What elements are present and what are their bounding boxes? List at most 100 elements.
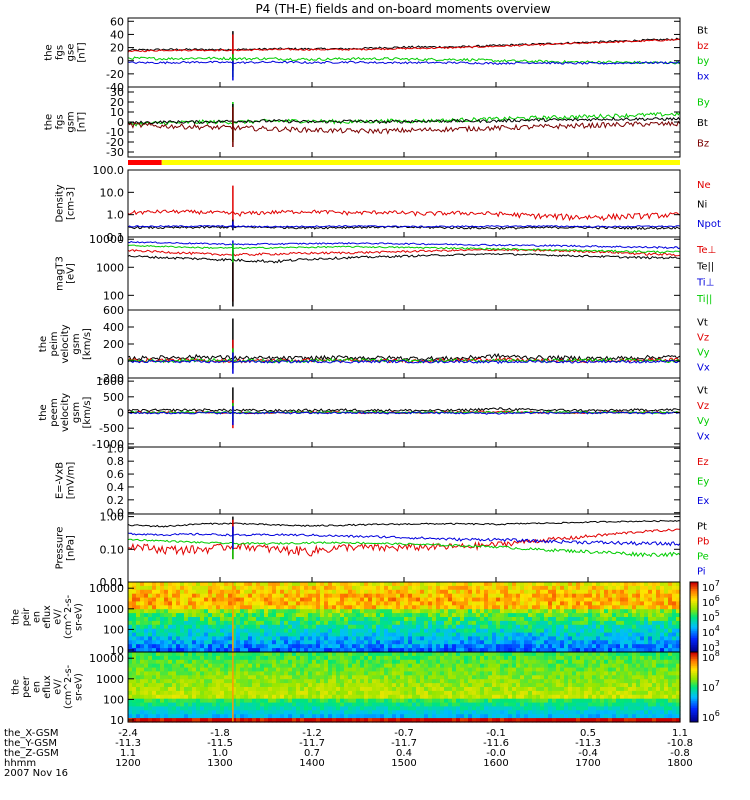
- spectrogram-cell: [324, 624, 329, 630]
- spectrogram-cell: [200, 663, 205, 669]
- spectrogram-cell: [552, 636, 557, 641]
- spectrogram-cell: [396, 582, 401, 587]
- spectrogram-cell: [176, 624, 181, 630]
- spectrogram-cell: [512, 582, 517, 587]
- spectrogram-cell: [332, 694, 337, 700]
- spectrogram-cell: [340, 648, 345, 653]
- spectrogram-cell: [192, 624, 197, 630]
- spectrogram-cell: [268, 663, 273, 669]
- spectrogram-cell: [452, 605, 457, 610]
- spectrogram-cell: [304, 617, 309, 622]
- spectrogram-cell: [612, 632, 617, 638]
- spectrogram-cell: [648, 648, 653, 653]
- spectrogram-cell: [404, 652, 409, 657]
- spectrogram-cell: [392, 617, 397, 622]
- spectrogram-cell: [644, 624, 649, 630]
- spectrogram-cell: [416, 655, 421, 661]
- spectrogram-cell: [468, 698, 473, 704]
- spectrogram-cell: [540, 624, 545, 630]
- spectrogram-cell: [268, 613, 273, 618]
- spectrogram-cell: [512, 636, 517, 641]
- spectrogram-cell: [476, 663, 481, 669]
- spectrogram-cell: [156, 671, 161, 676]
- spectrogram-cell: [360, 671, 365, 676]
- spectrogram-cell: [280, 698, 285, 704]
- spectrogram-cell: [436, 718, 441, 723]
- colorbar-cell: [690, 582, 698, 585]
- spectrogram-cell: [352, 624, 357, 630]
- spectrogram-cell: [176, 655, 181, 661]
- spectrogram-cell: [336, 690, 341, 696]
- spectrogram-cell: [344, 652, 349, 657]
- spectrogram-cell: [400, 679, 405, 684]
- spectrogram-cell: [300, 655, 305, 661]
- spectrogram-cell: [320, 667, 325, 673]
- spectrogram-cell: [364, 675, 369, 680]
- y-axis-label: gsm: [71, 402, 82, 423]
- spectrogram-cell: [396, 640, 401, 645]
- spectrogram-cell: [424, 679, 429, 684]
- spectrogram-cell: [472, 593, 477, 599]
- spectrogram-cell: [640, 609, 645, 614]
- spectrogram-cell: [224, 698, 229, 704]
- spectrogram-cell: [464, 698, 469, 704]
- spectrogram-cell: [188, 624, 193, 630]
- spectrogram-cell: [568, 613, 573, 618]
- spectrogram-cell: [280, 636, 285, 641]
- spectrogram-cell: [340, 706, 345, 711]
- spectrogram-cell: [132, 628, 137, 634]
- spectrogram-cell: [548, 589, 553, 595]
- spectrogram-cell: [368, 694, 373, 700]
- spectrogram-cell: [480, 683, 485, 688]
- spectrogram-cell: [548, 582, 553, 587]
- spectrogram-cell: [600, 698, 605, 704]
- spectrogram-cell: [336, 628, 341, 634]
- spectrogram-cell: [568, 644, 573, 649]
- spectrogram-cell: [228, 636, 233, 641]
- spectrogram-cell: [232, 690, 237, 696]
- spectrogram-cell: [616, 585, 621, 591]
- spectrogram-cell: [312, 609, 317, 614]
- spectrogram-cell: [468, 620, 473, 626]
- spectrogram-cell: [560, 597, 565, 603]
- spectrogram-cell: [452, 694, 457, 700]
- spectrogram-cell: [464, 659, 469, 665]
- spectrogram-cell: [288, 706, 293, 711]
- spectrogram-cell: [208, 613, 213, 618]
- spectrogram-cell: [496, 667, 501, 673]
- spectrogram-cell: [240, 589, 245, 595]
- spectrogram-cell: [140, 640, 145, 645]
- spectrogram-cell: [544, 698, 549, 704]
- spectrogram-cell: [160, 585, 165, 591]
- spectrogram-cell: [420, 620, 425, 626]
- spectrogram-cell: [484, 667, 489, 673]
- spectrogram-cell: [512, 605, 517, 610]
- spectrogram-cell: [580, 655, 585, 661]
- spectrogram-cell: [604, 663, 609, 669]
- spectrogram-cell: [448, 609, 453, 614]
- spectrogram-cell: [168, 597, 173, 603]
- spectrogram-cell: [644, 585, 649, 591]
- spectrogram-cell: [648, 601, 653, 606]
- spectrogram-cell: [588, 632, 593, 638]
- spectrogram-cell: [516, 675, 521, 680]
- y-axis-label: [cm-3]: [66, 187, 77, 220]
- spectrogram-cell: [440, 624, 445, 630]
- spectrogram-cell: [588, 585, 593, 591]
- spectrogram-cell: [320, 718, 325, 723]
- spectrogram-cell: [200, 659, 205, 665]
- spectrogram-cell: [380, 648, 385, 653]
- colorbar-cell: [690, 610, 698, 613]
- spectrogram-cell: [576, 640, 581, 645]
- spectrogram-cell: [448, 593, 453, 599]
- spectrogram-cell: [672, 628, 677, 634]
- spectrogram-cell: [284, 613, 289, 618]
- colorbar-cell: [690, 603, 698, 606]
- spectrogram-cell: [264, 601, 269, 606]
- spectrogram-cell: [576, 628, 581, 634]
- spectrogram-cell: [544, 593, 549, 599]
- spectrogram-cell: [568, 589, 573, 595]
- spectrogram-cell: [632, 617, 637, 622]
- spectrogram-cell: [152, 687, 157, 692]
